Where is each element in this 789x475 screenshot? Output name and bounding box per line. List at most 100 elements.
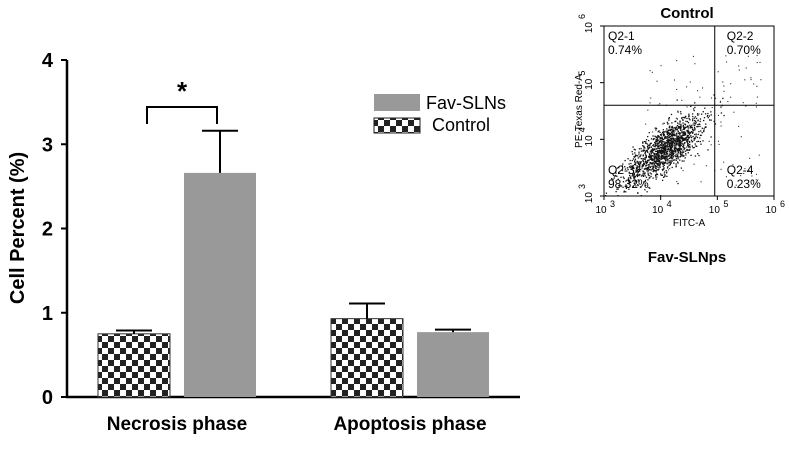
- event-dot: [686, 142, 689, 144]
- event-dot: [647, 160, 649, 162]
- event-dot: [718, 143, 720, 145]
- event-dot: [656, 140, 658, 142]
- event-dot: [643, 163, 646, 165]
- event-dot: [689, 149, 691, 151]
- event-dot: [684, 150, 687, 152]
- event-dot: [663, 148, 665, 150]
- event-dot: [682, 155, 684, 157]
- event-dot: [670, 128, 672, 130]
- event-dot: [636, 174, 638, 176]
- event-dot: [681, 117, 683, 119]
- event-dot: [674, 144, 676, 146]
- event-dot: [695, 123, 697, 125]
- event-dot: [677, 158, 679, 160]
- event-dot: [692, 55, 694, 57]
- event-dot: [649, 166, 652, 169]
- event-dot: [647, 135, 649, 138]
- event-dot: [679, 147, 681, 149]
- event-dot: [680, 152, 682, 154]
- event-dot: [683, 139, 685, 142]
- event-dot: [735, 184, 737, 186]
- event-dot: [707, 117, 709, 119]
- event-dot: [647, 109, 649, 111]
- event-dot: [617, 195, 619, 197]
- event-dot: [671, 133, 673, 135]
- event-dot: [668, 133, 671, 136]
- event-dot: [690, 139, 693, 141]
- event-dot: [674, 159, 676, 161]
- event-dot: [644, 151, 647, 153]
- event-dot: [691, 140, 694, 143]
- event-dot: [672, 144, 674, 146]
- event-dot: [639, 156, 641, 158]
- event-dot: [688, 136, 690, 139]
- event-dot: [669, 157, 672, 159]
- event-dot: [701, 127, 703, 129]
- event-dot: [658, 151, 660, 153]
- event-dot: [644, 157, 646, 159]
- event-dot: [650, 138, 653, 140]
- event-dot: [679, 149, 681, 151]
- event-dot: [669, 125, 671, 127]
- event-dot: [644, 149, 646, 152]
- event-dot: [676, 135, 678, 138]
- event-dot: [693, 117, 695, 119]
- event-dot: [684, 141, 686, 144]
- event-dot: [674, 138, 676, 140]
- event-dot: [727, 101, 729, 103]
- event-dot: [658, 147, 661, 149]
- event-dot: [660, 133, 663, 135]
- event-dot: [668, 129, 670, 131]
- event-dot: [676, 180, 678, 183]
- event-dot: [663, 146, 665, 149]
- event-dot: [663, 131, 665, 133]
- event-dot: [659, 137, 661, 139]
- event-dot: [652, 149, 655, 152]
- event-dot: [632, 164, 634, 167]
- event-dot: [750, 77, 752, 79]
- event-dot: [655, 148, 657, 150]
- event-dot: [647, 166, 650, 168]
- event-dot: [669, 159, 671, 162]
- event-dot: [672, 133, 674, 135]
- event-dot: [669, 146, 671, 148]
- event-dot: [628, 180, 630, 182]
- event-dot: [673, 132, 675, 134]
- y-tick-exponent: 6: [577, 14, 587, 19]
- event-dot: [671, 134, 673, 136]
- event-dot: [678, 144, 680, 147]
- event-dot: [694, 123, 696, 125]
- event-dot: [648, 168, 650, 171]
- event-dot: [663, 133, 665, 135]
- event-dot: [682, 116, 684, 118]
- event-dot: [640, 154, 642, 156]
- event-dot: [675, 157, 678, 159]
- event-dot: [719, 101, 721, 103]
- event-dot: [638, 168, 641, 170]
- event-dot: [685, 120, 687, 123]
- event-dot: [690, 135, 692, 137]
- event-dot: [680, 148, 683, 150]
- event-dot: [666, 157, 668, 159]
- event-dot: [675, 117, 677, 119]
- event-dot: [652, 165, 654, 167]
- event-dot: [663, 176, 665, 178]
- event-dot: [683, 127, 685, 129]
- event-dot: [689, 81, 691, 83]
- event-dot: [650, 97, 652, 99]
- event-dot: [678, 123, 680, 125]
- event-dot: [655, 166, 657, 168]
- event-dot: [651, 168, 653, 170]
- event-dot: [668, 164, 670, 166]
- event-dot: [686, 126, 688, 128]
- event-dot: [646, 167, 649, 170]
- event-dot: [627, 182, 630, 185]
- event-dot: [662, 162, 664, 164]
- event-dot: [659, 155, 661, 157]
- event-dot: [654, 127, 656, 129]
- event-dot: [671, 150, 674, 152]
- event-dot: [696, 136, 699, 139]
- event-dot: [635, 180, 637, 182]
- event-dot: [658, 164, 660, 167]
- event-dot: [679, 159, 681, 161]
